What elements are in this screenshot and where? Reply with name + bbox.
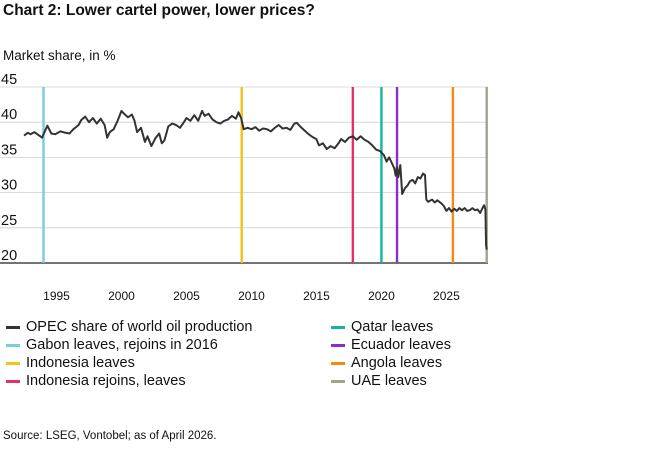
y-tick-label: 45 <box>1 72 17 88</box>
source-note: Source: LSEG, Vontobel; as of April 2026… <box>3 430 217 442</box>
legend-swatch <box>6 343 20 347</box>
y-tick-label: 25 <box>1 213 17 229</box>
legend-item: Ecuador leaves <box>331 336 451 354</box>
legend-label: Ecuador leaves <box>351 337 451 353</box>
event-lines <box>42 87 488 263</box>
series-lines <box>23 109 488 250</box>
y-axis-label: Market share, in % <box>3 48 116 63</box>
legend-item: Angola leaves <box>331 354 451 372</box>
legend-label: Indonesia rejoins, leaves <box>26 373 186 389</box>
legend-item: UAE leaves <box>331 372 451 390</box>
x-tick-label: 2025 <box>433 289 460 303</box>
legend-label: Indonesia leaves <box>26 355 135 371</box>
legend-swatch <box>6 379 20 383</box>
legend-swatch <box>331 379 345 383</box>
x-tick-label: 2020 <box>368 289 395 303</box>
legend-swatch <box>331 361 345 365</box>
x-tick-labels: 1995 2000 2005 2010 2015 2020 2025 <box>43 289 460 303</box>
x-tick-label: 2000 <box>108 289 135 303</box>
legend-item: Indonesia leaves <box>6 354 252 372</box>
legend-swatch <box>331 325 345 329</box>
chart-title: Chart 2: Lower cartel power, lower price… <box>3 2 315 19</box>
legend-label: Gabon leaves, rejoins in 2016 <box>26 337 218 353</box>
y-tick-labels: 20 25 30 35 40 45 <box>1 72 17 264</box>
y-tick-label: 40 <box>1 107 17 123</box>
y-tick-label: 20 <box>1 248 17 264</box>
legend-swatch <box>6 325 20 329</box>
legend-swatch <box>6 361 20 365</box>
legend-item: Indonesia rejoins, leaves <box>6 372 252 390</box>
legend-swatch <box>331 343 345 347</box>
legend-label: Qatar leaves <box>351 319 434 335</box>
y-tick-label: 30 <box>1 178 17 194</box>
y-tick-label: 35 <box>1 142 17 158</box>
legend-item: Gabon leaves, rejoins in 2016 <box>6 336 252 354</box>
x-tick-label: 2010 <box>238 289 265 303</box>
legend-item: Qatar leaves <box>331 318 451 336</box>
legend-label: Angola leaves <box>351 355 443 371</box>
grid-lines <box>0 86 488 264</box>
x-tick-label: 2015 <box>303 289 330 303</box>
x-tick-label: 1995 <box>43 289 70 303</box>
legend-label: UAE leaves <box>351 373 427 389</box>
legend-label: OPEC share of world oil production <box>26 319 253 335</box>
series-line <box>23 109 488 250</box>
legend-item: OPEC share of world oil production <box>6 318 252 336</box>
x-tick-label: 2005 <box>173 289 200 303</box>
